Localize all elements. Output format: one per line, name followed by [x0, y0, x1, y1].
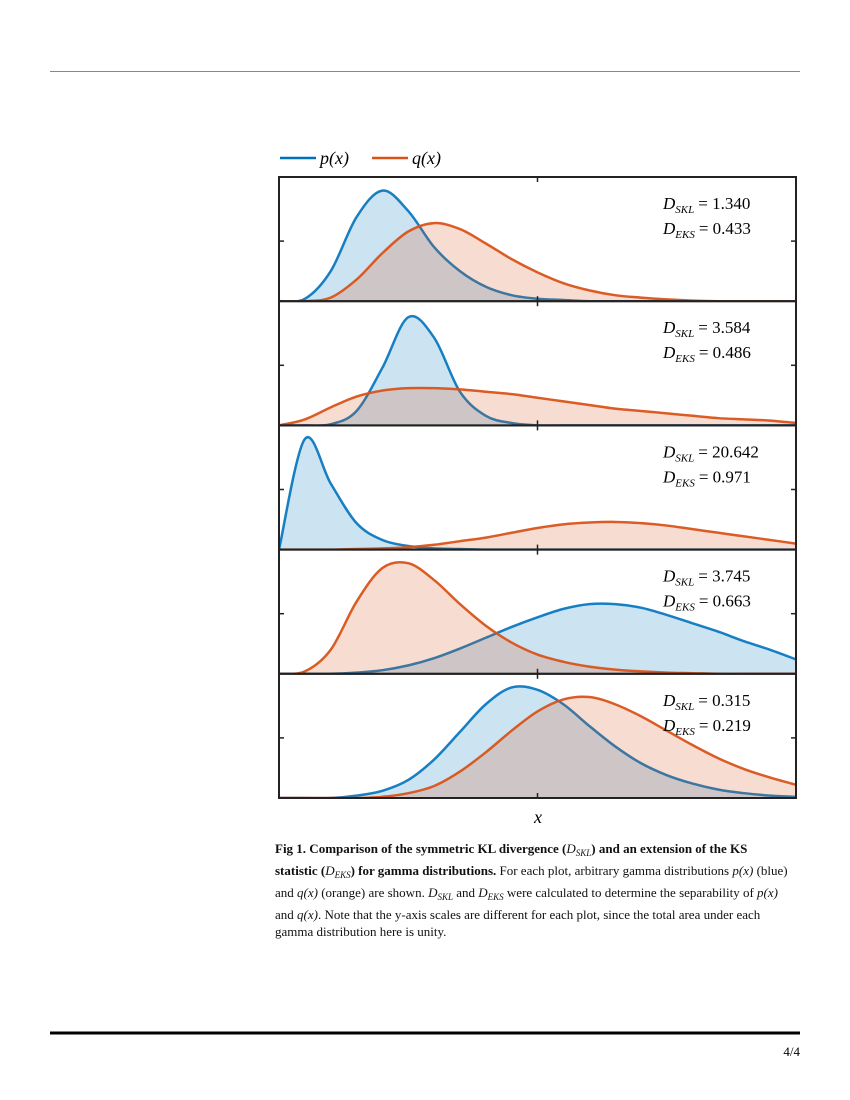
annotation: DSKL = 0.315: [662, 691, 750, 713]
annotation: DEKS = 0.433: [662, 219, 751, 241]
caption-text: and: [452, 885, 479, 900]
annotation-symbol: D: [662, 343, 676, 362]
area-fill: [330, 521, 796, 550]
caption-text: were calculated to determine the separab…: [503, 885, 758, 900]
annotation-subscript: EKS: [674, 353, 695, 365]
annotation-subscript: EKS: [674, 229, 695, 241]
caption-text: SKL: [437, 892, 453, 902]
caption-text: EKS: [487, 892, 504, 902]
annotation-value: = 0.663: [699, 592, 751, 611]
caption-text: D: [428, 885, 438, 900]
panel-frame: [278, 672, 797, 799]
area-fill: [279, 387, 796, 426]
annotation-subscript: SKL: [675, 328, 694, 340]
annotation-value: = 1.340: [698, 194, 750, 213]
annotation-subscript: SKL: [675, 577, 694, 589]
annotation-value: = 0.219: [699, 716, 751, 735]
annotation-value: = 3.584: [698, 318, 751, 337]
caption: Fig 1. Comparison of the symmetric KL di…: [275, 840, 790, 940]
curve: [279, 602, 796, 674]
annotation: DEKS = 0.971: [662, 467, 751, 489]
annotation: DEKS = 0.663: [662, 592, 751, 614]
panel-plot: [279, 560, 796, 674]
annotation-value: = 0.433: [699, 219, 751, 238]
annotation-subscript: EKS: [674, 477, 695, 489]
caption-text: For each plot, arbitrary gamma distribut…: [496, 863, 733, 878]
area-fill: [304, 223, 719, 302]
page-number: 4/4: [783, 1044, 800, 1059]
caption-text: p(x): [732, 863, 754, 878]
legend-label: q(x): [412, 148, 441, 169]
area-fill: [279, 562, 719, 674]
annotation-subscript: SKL: [675, 701, 694, 713]
annotation-value: = 0.971: [699, 467, 751, 486]
annotation-symbol: D: [662, 219, 676, 238]
annotation-symbol: D: [662, 194, 676, 213]
caption-text: q(x): [297, 907, 318, 922]
caption-text: Fig 1. Comparison of the symmetric KL di…: [275, 841, 567, 856]
annotation-subscript: EKS: [674, 602, 695, 614]
curve: [279, 435, 796, 550]
caption-text: p(x): [757, 885, 778, 900]
annotation-value: = 3.745: [698, 567, 750, 586]
area-fill: [330, 603, 796, 674]
annotation-value: = 20.642: [698, 442, 759, 461]
annotation: DEKS = 0.486: [662, 343, 751, 365]
legend-label: p(x): [318, 148, 349, 169]
annotation-symbol: D: [662, 592, 676, 611]
annotation: DSKL = 3.584: [662, 318, 751, 340]
annotation: DSKL = 1.340: [662, 194, 750, 216]
annotation-subscript: EKS: [674, 726, 695, 738]
caption-text: ) for gamma distributions.: [350, 863, 497, 878]
curve: [279, 386, 796, 426]
area-fill: [279, 316, 796, 426]
annotation-symbol: D: [662, 567, 676, 586]
annotation: DSKL = 3.745: [662, 567, 750, 589]
annotation-value: = 0.486: [699, 343, 751, 362]
annotation-value: = 0.315: [698, 691, 750, 710]
caption-text: D: [566, 841, 576, 856]
caption-text: (blue) and: [275, 863, 788, 900]
x-axis-label: x: [533, 807, 542, 827]
annotation: DSKL = 20.642: [662, 442, 759, 464]
caption-text: SKL: [575, 848, 592, 858]
curve: [279, 685, 796, 798]
caption-text: q(x): [297, 885, 318, 900]
area-fill: [330, 686, 796, 798]
annotation-symbol: D: [662, 318, 676, 337]
caption-text: . Note that the y-axis scales are differ…: [275, 907, 761, 939]
annotation-subscript: SKL: [675, 204, 694, 216]
caption-text: (orange) are shown.: [317, 885, 429, 900]
caption-text: and: [275, 907, 298, 922]
caption-text: ) and an extension of the KS statistic (: [275, 841, 748, 878]
annotation-subscript: SKL: [675, 452, 694, 464]
caption-text: D: [478, 885, 488, 900]
annotation-symbol: D: [662, 467, 676, 486]
area-fill: [279, 437, 486, 550]
caption-text: EKS: [334, 870, 351, 880]
panel-plot: [279, 685, 796, 798]
annotation: DEKS = 0.219: [662, 716, 751, 738]
annotation-symbol: D: [662, 691, 676, 710]
annotation-symbol: D: [662, 716, 676, 735]
caption-text: D: [325, 863, 335, 878]
area-fill: [356, 696, 796, 798]
annotation-symbol: D: [662, 442, 676, 461]
